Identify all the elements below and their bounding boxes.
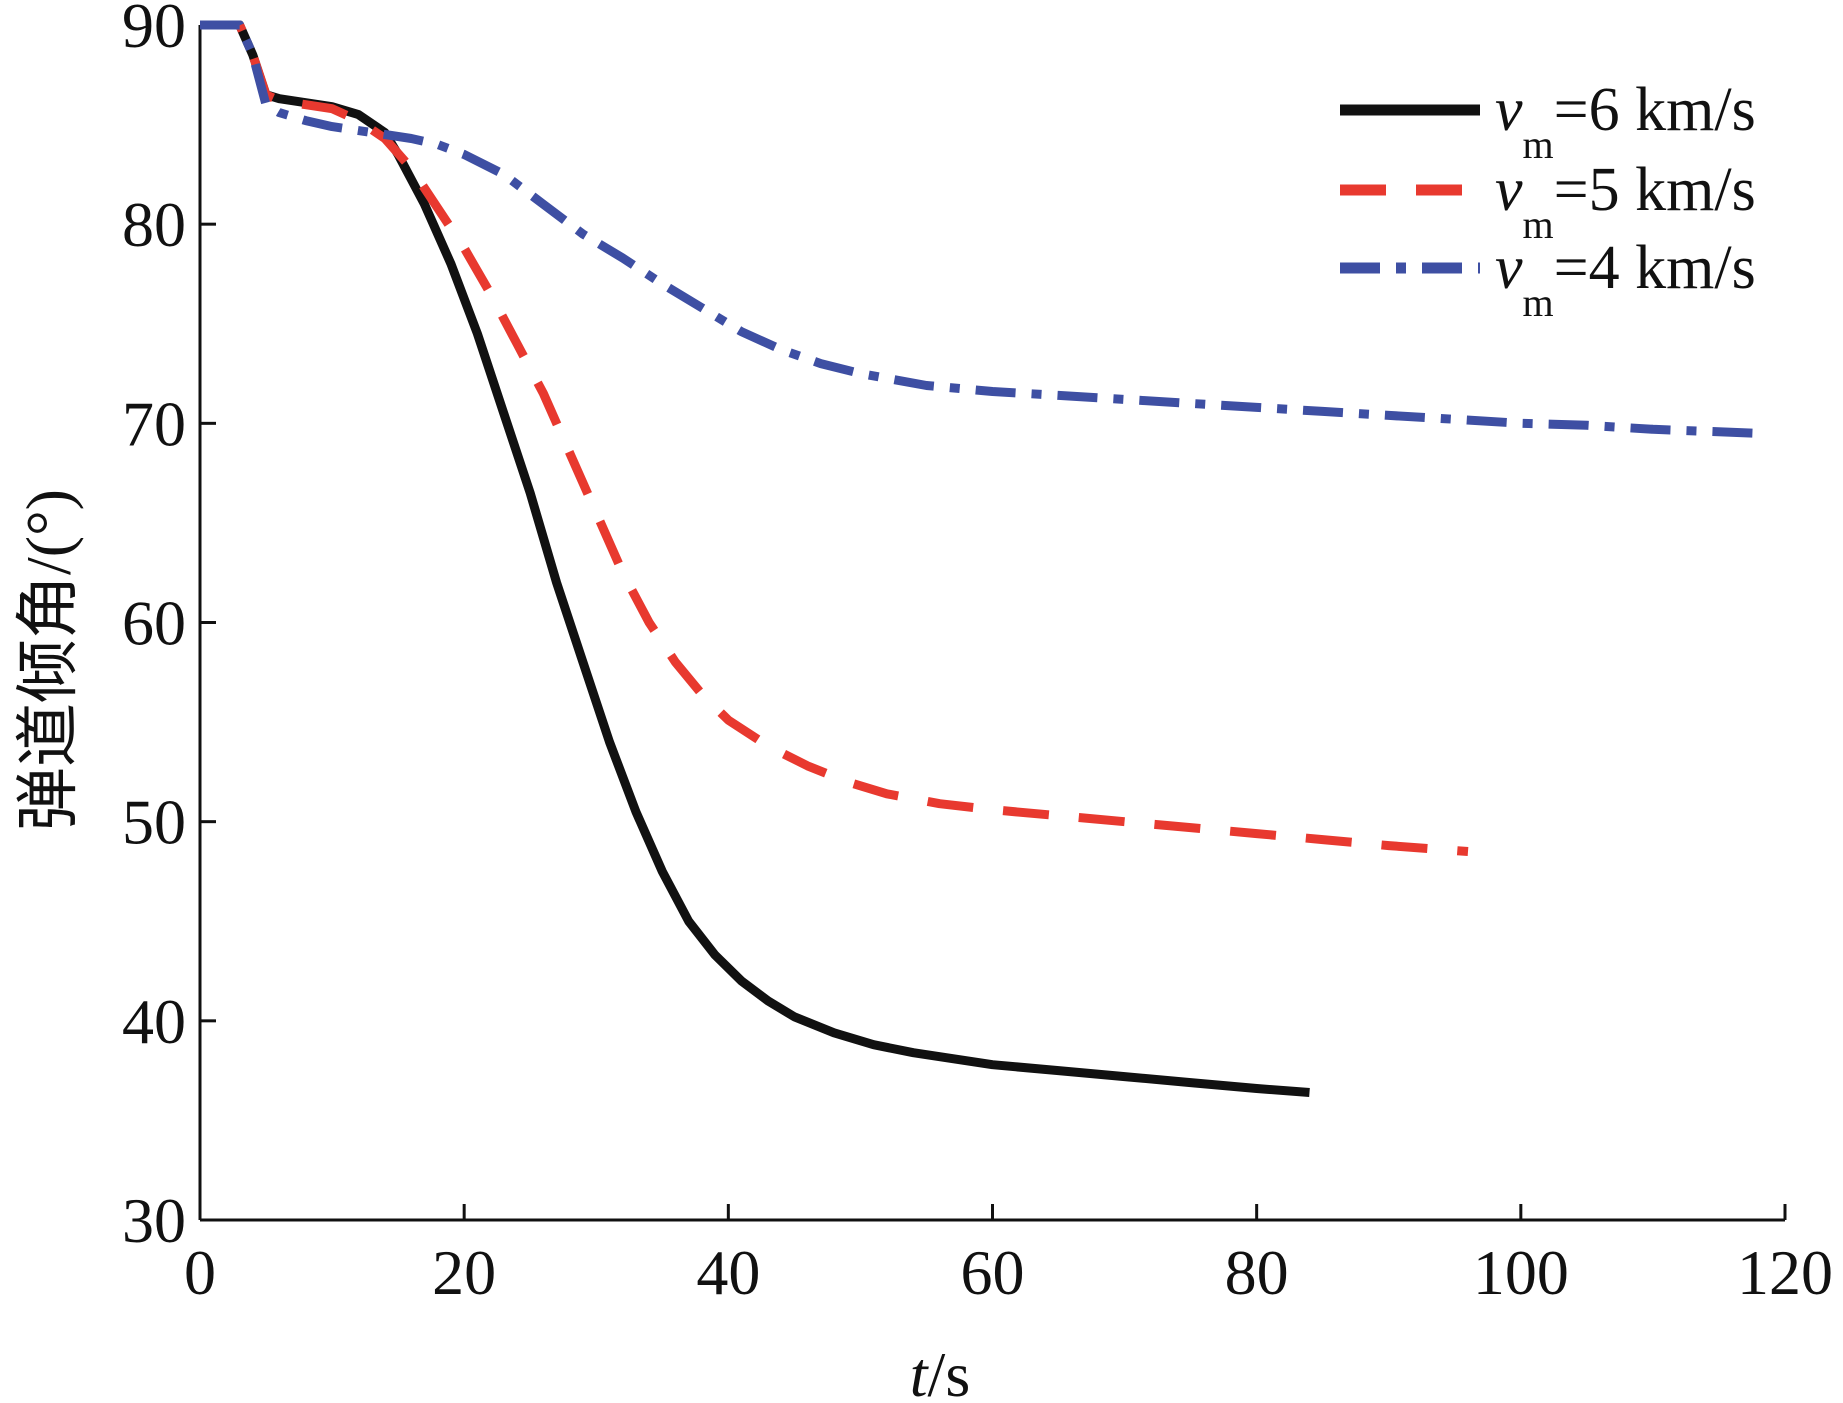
legend: vm=6 km/svm=5 km/svm=4 km/s [1340,76,1756,325]
y-tick-label: 40 [122,986,186,1057]
y-tick-label: 90 [122,0,186,61]
legend-var: v [1495,156,1523,224]
legend-value: =4 km/s [1554,234,1756,302]
y-tick-label: 60 [122,588,186,659]
x-tick-label: 0 [184,1237,216,1308]
y-tick-label: 50 [122,787,186,858]
x-tick-label: 120 [1737,1237,1833,1308]
y-tick-label: 30 [122,1185,186,1256]
legend-label-3: vm=4 km/s [1495,234,1756,325]
legend-value: =5 km/s [1554,156,1756,224]
legend-var: v [1495,234,1523,302]
x-tick-label: 40 [696,1237,760,1308]
y-axis-label: 弹道倾角/(°) [13,489,84,831]
x-axis-label: t/s [910,1339,970,1403]
legend-label-2: vm=5 km/s [1495,156,1756,247]
x-tick-label: 60 [961,1237,1025,1308]
legend-value: =6 km/s [1554,76,1756,144]
legend-label-1: vm=6 km/s [1495,76,1756,167]
series-line-3 [200,20,1759,438]
y-tick-label: 70 [122,388,186,459]
x-axis-label-unit: /s [928,1339,971,1403]
legend-subscript: m [1523,122,1554,167]
series-line-1 [200,20,1310,1097]
legend-subscript: m [1523,280,1554,325]
x-tick-label: 80 [1225,1237,1289,1308]
axis-ticks: 0 20 40 60 80 100 120 30 40 50 60 70 80 90 [122,0,1833,1308]
legend-var: v [1495,76,1523,144]
x-tick-label: 20 [432,1237,496,1308]
series-group [200,20,1759,1097]
x-axis-label-var: t [910,1339,930,1403]
x-tick-label: 100 [1473,1237,1569,1308]
series-line-2 [200,20,1469,856]
y-tick-label: 80 [122,189,186,260]
legend-subscript: m [1523,202,1554,247]
